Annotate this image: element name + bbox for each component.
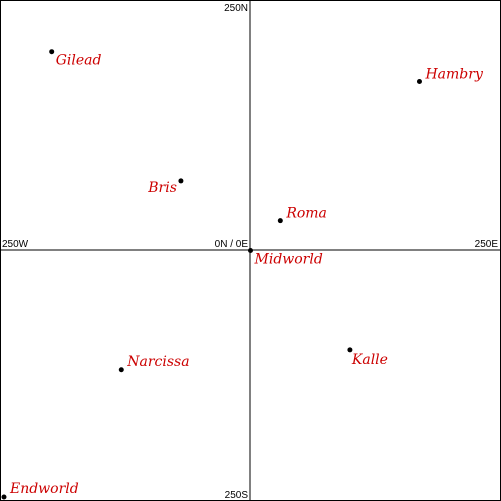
west-bound-label: 250W	[2, 239, 29, 250]
place-marker-icon[interactable]	[416, 79, 422, 85]
place-label: Narcissa	[126, 354, 189, 370]
place-label: Roma	[285, 206, 327, 222]
place-label: Midworld	[254, 252, 323, 268]
place-marker-icon[interactable]	[277, 218, 283, 224]
place-hambry[interactable]: Hambry	[416, 67, 484, 85]
places-layer: Gilead Hambry Bris Roma Midworld Narcissa Kall…	[1, 49, 484, 500]
place-label: Bris	[147, 180, 177, 196]
place-endworld[interactable]: Endworld	[1, 481, 79, 500]
place-label: Gilead	[56, 53, 102, 69]
place-marker-icon[interactable]	[118, 367, 124, 373]
place-label: Endworld	[9, 481, 79, 497]
place-label: Kalle	[351, 352, 388, 368]
place-gilead[interactable]: Gilead	[49, 49, 102, 69]
origin-label: 0N / 0E	[215, 239, 249, 250]
place-marker-icon[interactable]	[49, 49, 55, 55]
place-bris[interactable]: Bris	[147, 178, 184, 196]
east-bound-label: 250E	[475, 239, 499, 250]
place-marker-icon[interactable]	[1, 494, 7, 500]
south-bound-label: 250S	[225, 490, 249, 500]
place-marker-icon[interactable]	[248, 248, 253, 253]
place-kalle[interactable]: Kalle	[347, 347, 388, 368]
place-marker-icon[interactable]	[347, 347, 353, 353]
place-roma[interactable]: Roma	[277, 206, 327, 224]
place-marker-icon[interactable]	[178, 178, 184, 184]
place-narcissa[interactable]: Narcissa	[118, 354, 190, 373]
north-bound-label: 250N	[224, 3, 248, 14]
place-label: Hambry	[424, 67, 483, 83]
place-midworld[interactable]: Midworld	[248, 248, 323, 268]
